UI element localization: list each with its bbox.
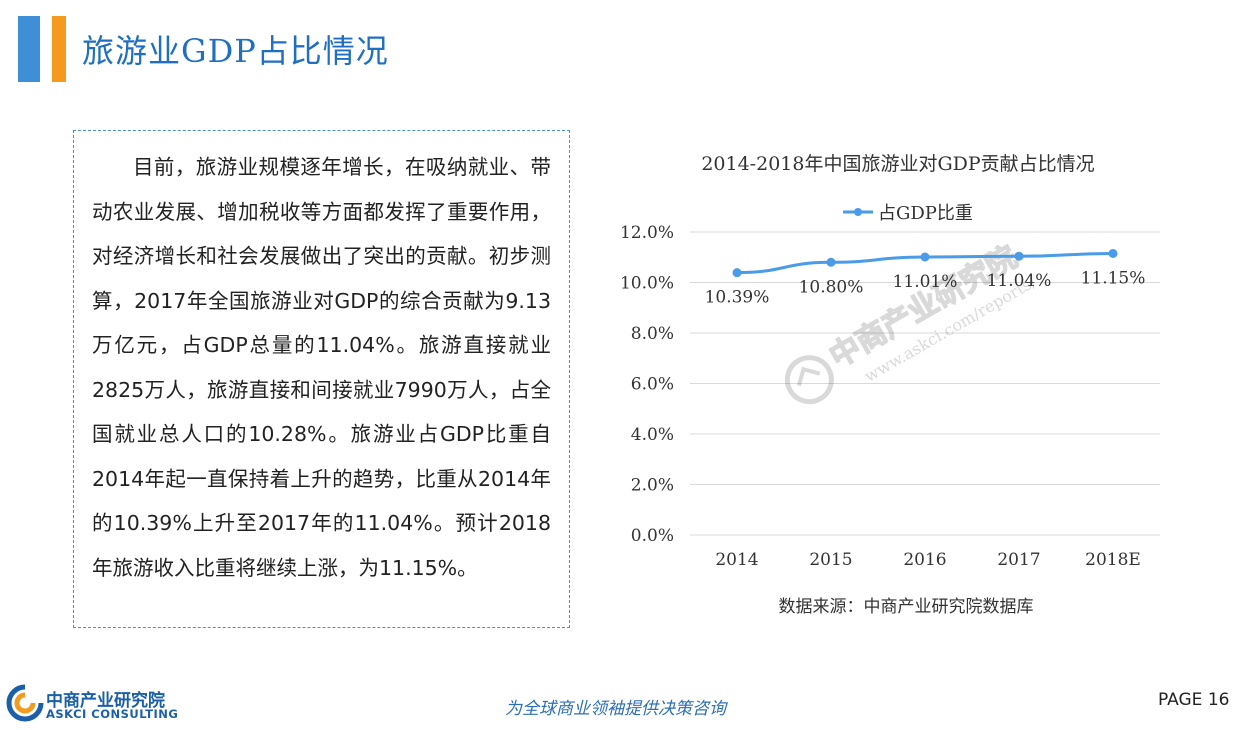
source-note: 数据来源：中商产业研究院数据库 <box>779 597 1034 617</box>
data-point <box>920 252 930 262</box>
gdp-share-line-chart: 2014-2018年中国旅游业对GDP贡献占比情况 占GDP比重 0.0% 2.0… <box>620 153 1160 617</box>
x-tick-label: 2018E <box>1085 550 1141 570</box>
x-tick-label: 2017 <box>997 550 1040 570</box>
footer-logo-cn: 中商产业研究院 <box>46 691 165 711</box>
watermark: 中商产业研究院 www.askci.com/reports/ <box>784 239 1040 405</box>
y-tick-label: 8.0% <box>631 324 674 344</box>
summary-text-box: 目前，旅游业规模逐年增长，在吸纳就业、带动农业发展、增加税收等方面都发挥了重要作… <box>73 130 570 628</box>
askci-logo-icon <box>6 684 44 722</box>
x-tick-label: 2014 <box>715 550 758 570</box>
page-number: PAGE 16 <box>1158 690 1230 710</box>
x-tick-label: 2016 <box>903 550 946 570</box>
y-tick-label: 6.0% <box>631 375 674 395</box>
data-label: 11.04% <box>987 271 1052 291</box>
y-tick-label: 12.0% <box>620 223 674 243</box>
legend-label: 占GDP比重 <box>878 203 973 224</box>
y-tick-label: 4.0% <box>631 425 674 445</box>
page-title: 旅游业GDP占比情况 <box>82 32 389 70</box>
data-point <box>826 257 836 267</box>
x-axis-ticks: 2014 2015 2016 2017 2018E <box>715 550 1140 570</box>
title-accent-blue <box>18 16 40 82</box>
chart-legend: 占GDP比重 <box>843 203 973 224</box>
chart-title: 2014-2018年中国旅游业对GDP贡献占比情况 <box>701 153 1094 175</box>
chart-gridlines <box>690 231 1160 536</box>
y-tick-label: 10.0% <box>620 274 674 294</box>
title-accent-orange <box>52 16 66 82</box>
x-tick-label: 2015 <box>809 550 852 570</box>
data-label: 10.39% <box>705 288 770 308</box>
footer-logo-en: ASKCI CONSULTING <box>46 707 179 721</box>
summary-paragraph: 目前，旅游业规模逐年增长，在吸纳就业、带动农业发展、增加税收等方面都发挥了重要作… <box>92 155 551 580</box>
y-tick-label: 2.0% <box>631 476 674 496</box>
y-axis-ticks: 0.0% 2.0% 4.0% 6.0% 8.0% 10.0% 12.0% <box>620 223 674 546</box>
data-label: 11.15% <box>1081 268 1146 288</box>
footer-slogan: 为全球商业领袖提供决策咨询 <box>505 699 726 719</box>
data-point <box>732 268 742 278</box>
chart-series <box>732 248 1118 278</box>
data-labels: 10.39% 10.80% 11.01% 11.04% 11.15% <box>705 268 1146 307</box>
data-point <box>1108 248 1118 258</box>
data-point <box>1014 251 1024 261</box>
data-label: 11.01% <box>893 272 958 292</box>
y-tick-label: 0.0% <box>631 526 674 546</box>
legend-point-marker <box>854 208 862 216</box>
data-label: 10.80% <box>799 277 864 297</box>
